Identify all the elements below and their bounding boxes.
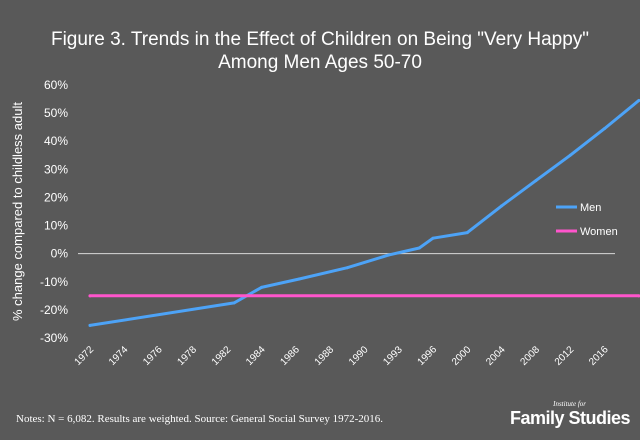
legend-women-label: Women [580,226,618,238]
x-tick-label: 2016 [587,344,611,368]
y-tick-label: 20% [44,190,68,204]
chart-title-line2: Among Men Ages 50-70 [218,52,422,73]
men-data-point [603,127,606,131]
x-tick-label: 1982 [210,344,234,368]
men-data-point [431,236,435,240]
men-data-point [297,277,301,281]
men-data-point [637,98,640,102]
men-series-line [88,99,640,327]
x-tick-label: 2004 [484,344,508,368]
x-tick-label: 1978 [176,344,200,368]
chart-title-line1: Figure 3. Trends in the Effect of Childr… [50,29,590,50]
y-tick-label: 50% [44,106,68,120]
men-data-point [386,253,390,257]
x-tick-label: 1976 [141,344,165,368]
men-data-point [232,301,236,305]
x-tick-label: 1990 [347,344,371,368]
y-tick-label: 10% [44,219,68,233]
x-tick-label: 1988 [313,344,337,368]
x-tick-label: 1974 [107,344,131,368]
men-data-point [465,231,469,235]
footer-notes: Notes: N = 6,082. Results are weighted. … [16,413,383,425]
y-tick-label: 0% [51,247,69,261]
x-tick-label: 1996 [416,344,440,368]
logo-big-text: Family Studies [509,408,631,428]
logo-small-text: Institute for [553,400,586,408]
x-tick-label: 1986 [278,344,302,368]
men-data-point [568,153,572,157]
women-data-point [637,294,640,298]
y-tick-label: -20% [40,303,68,317]
x-tick-label: 2000 [450,344,474,368]
x-tick-label: 1993 [381,344,405,368]
x-tick-label: 1984 [244,344,268,368]
men-data-point [345,266,349,270]
men-data-point [534,179,538,183]
y-tick-label: 30% [44,162,68,176]
men-data-point [500,204,504,208]
y-tick-label: 60% [44,78,68,92]
x-tick-label: 1972 [73,344,97,368]
y-tick-label: 40% [44,134,68,148]
x-tick-label: 2012 [553,344,577,368]
y-tick-label: -30% [40,331,68,345]
legend-men-label: Men [580,202,601,214]
men-data-point [417,246,421,250]
y-tick-label: -10% [40,275,68,289]
x-tick-label: 2008 [519,344,543,368]
institute-logo: Institute for Family Studies [509,400,631,428]
men-data-point [260,285,263,289]
y-axis-label: % change compared to childless adult [10,102,25,321]
men-data-point [88,323,92,327]
women-data-point [88,294,92,298]
